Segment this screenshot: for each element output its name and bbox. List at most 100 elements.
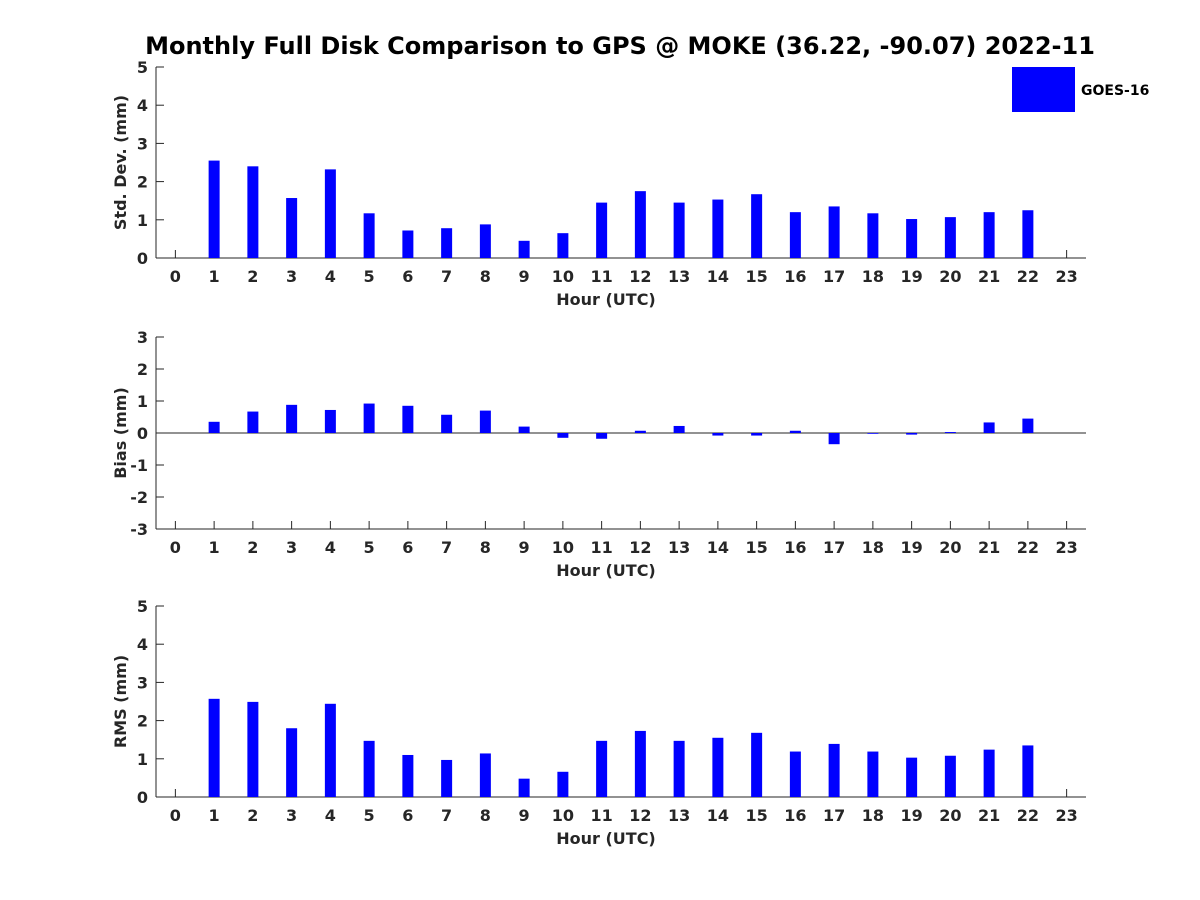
bar-stddev-hour-19 (906, 219, 918, 258)
y-tick-label: 0 (137, 424, 148, 443)
x-tick-label: 0 (170, 267, 181, 286)
x-tick-label: 7 (441, 267, 452, 286)
x-tick-label: 8 (480, 806, 491, 825)
bar-rms-hour-13 (673, 740, 685, 797)
x-tick-label: 12 (629, 806, 651, 825)
bar-bias-hour-12 (634, 430, 646, 433)
legend-label: GOES-16 (1081, 83, 1149, 99)
y-tick-label: 4 (137, 96, 148, 115)
x-tick-label: 8 (480, 538, 491, 557)
x-tick-label: 2 (247, 267, 258, 286)
bar-bias-hour-20 (944, 432, 956, 433)
bar-bias-hour-2 (247, 411, 259, 433)
legend-swatch (1012, 67, 1075, 112)
x-tick-label: 14 (707, 806, 729, 825)
bar-bias-hour-10 (557, 433, 569, 438)
bar-rms-hour-21 (983, 749, 995, 797)
bar-stddev-hour-7 (441, 228, 453, 258)
bar-rms-hour-20 (944, 755, 956, 797)
y-tick-label: 0 (137, 249, 148, 268)
x-tick-label: 15 (745, 267, 767, 286)
x-tick-label: 21 (978, 806, 1000, 825)
x-tick-label: 9 (519, 806, 530, 825)
bar-stddev-hour-22 (1022, 210, 1034, 258)
bar-stddev-hour-15 (751, 194, 763, 258)
bar-stddev-hour-6 (402, 230, 414, 258)
bar-bias-hour-18 (867, 433, 879, 434)
x-tick-label: 3 (286, 806, 297, 825)
bar-rms-hour-11 (596, 740, 608, 797)
x-tick-label: 15 (745, 806, 767, 825)
x-tick-label: 16 (784, 806, 806, 825)
x-tick-label: 8 (480, 267, 491, 286)
x-tick-label: 16 (784, 267, 806, 286)
x-tick-label: 1 (209, 538, 220, 557)
y-axis-label-rms: RMS (mm) (111, 655, 130, 748)
bar-rms-hour-14 (712, 737, 724, 797)
x-tick-label: 13 (668, 806, 690, 825)
x-tick-label: 0 (170, 538, 181, 557)
bar-stddev-hour-16 (789, 212, 801, 258)
x-tick-label: 19 (900, 538, 922, 557)
y-tick-label: 0 (137, 788, 148, 807)
x-tick-label: 14 (707, 267, 729, 286)
bar-stddev-hour-8 (479, 224, 491, 258)
x-tick-label: 4 (325, 538, 336, 557)
bar-stddev-hour-5 (363, 213, 375, 258)
bar-stddev-hour-18 (867, 213, 879, 258)
bar-rms-hour-15 (751, 732, 763, 797)
bar-bias-hour-8 (479, 410, 491, 433)
y-axis-label-bias: Bias (mm) (111, 387, 130, 479)
bar-rms-hour-17 (828, 743, 840, 797)
y-tick-label: -1 (130, 456, 148, 475)
bar-stddev-hour-13 (673, 202, 685, 258)
bar-rms-hour-22 (1022, 745, 1034, 797)
x-tick-label: 5 (364, 538, 375, 557)
x-tick-label: 22 (1017, 267, 1039, 286)
bar-bias-hour-11 (596, 433, 608, 439)
y-tick-label: 5 (137, 597, 148, 616)
bar-bias-hour-14 (712, 433, 724, 436)
x-tick-label: 5 (364, 806, 375, 825)
y-tick-label: -2 (130, 488, 148, 507)
x-tick-label: 23 (1055, 267, 1077, 286)
bar-stddev-hour-17 (828, 206, 840, 258)
x-tick-label: 21 (978, 267, 1000, 286)
x-tick-label: 11 (590, 267, 612, 286)
bar-rms-hour-16 (789, 751, 801, 797)
bar-bias-hour-1 (208, 421, 220, 433)
x-tick-label: 15 (745, 538, 767, 557)
bar-rms-hour-19 (906, 757, 918, 797)
bar-bias-hour-15 (751, 433, 763, 436)
bar-stddev-hour-20 (944, 217, 956, 258)
x-tick-label: 2 (247, 806, 258, 825)
x-tick-label: 20 (939, 806, 961, 825)
bar-stddev-hour-21 (983, 212, 995, 258)
x-tick-label: 13 (668, 267, 690, 286)
x-tick-label: 23 (1055, 806, 1077, 825)
bar-bias-hour-19 (906, 433, 918, 435)
y-tick-label: 3 (137, 134, 148, 153)
x-axis-label-stddev: Hour (UTC) (556, 290, 656, 309)
x-tick-label: 23 (1055, 538, 1077, 557)
bar-stddev-hour-14 (712, 199, 724, 258)
x-tick-label: 10 (552, 806, 574, 825)
bar-stddev-hour-11 (596, 202, 608, 258)
x-tick-label: 1 (209, 806, 220, 825)
x-tick-label: 17 (823, 806, 845, 825)
y-tick-label: 2 (137, 173, 148, 192)
x-axis-label-rms: Hour (UTC) (556, 829, 656, 848)
y-tick-label: 2 (137, 712, 148, 731)
x-tick-label: 3 (286, 267, 297, 286)
x-tick-label: 6 (402, 806, 413, 825)
bar-rms-hour-4 (324, 703, 336, 797)
bar-rms-hour-9 (518, 778, 530, 797)
y-tick-label: -3 (130, 520, 148, 539)
legend: GOES-16 (1012, 67, 1149, 112)
x-tick-label: 12 (629, 267, 651, 286)
x-axis-label-bias: Hour (UTC) (556, 561, 656, 580)
x-tick-label: 6 (402, 538, 413, 557)
x-tick-label: 18 (862, 538, 884, 557)
